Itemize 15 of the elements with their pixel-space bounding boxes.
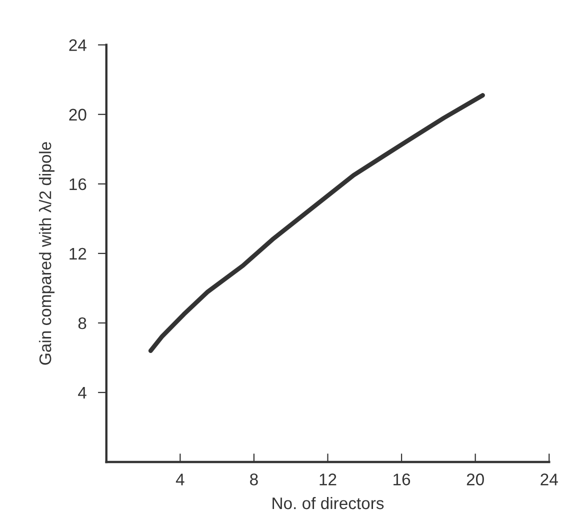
x-tick-label: 8 — [250, 474, 258, 486]
x-tick-label: 24 — [540, 474, 558, 486]
x-axis-title: No. of directors — [272, 496, 384, 510]
y-tick-label: 20 — [69, 108, 86, 121]
y-tick-label: 24 — [69, 39, 86, 51]
x-tick-label: 20 — [466, 474, 484, 486]
y-tick-label: 8 — [78, 317, 86, 330]
y-tick-label: 4 — [78, 387, 86, 399]
x-tick-label: 12 — [320, 474, 336, 486]
x-tick-label: 16 — [394, 474, 410, 486]
y-tick-label: 16 — [70, 178, 86, 190]
x-tick-label: 4 — [176, 474, 184, 486]
y-axis-title: Gain compared with λ/2 dipole — [38, 142, 55, 365]
line-series — [148, 93, 485, 353]
y-tick-label: 12 — [70, 248, 86, 260]
